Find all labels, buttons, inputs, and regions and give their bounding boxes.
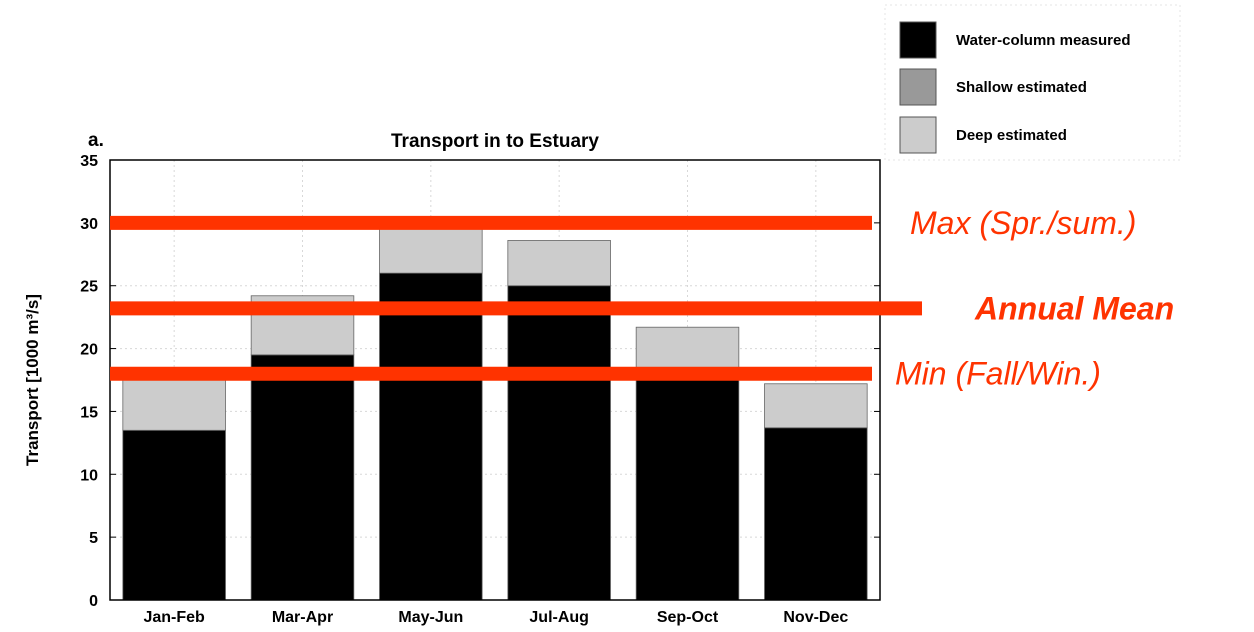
chart-title: Transport in to Estuary (391, 131, 599, 152)
legend-swatch (899, 21, 937, 59)
x-tick-label: Nov-Dec (783, 609, 848, 626)
y-axis: 0 5 10 15 20 25 30 35 (80, 153, 880, 610)
bar-segment (250, 354, 355, 601)
x-tick-label: May-Jun (398, 609, 463, 626)
bar-segment (122, 429, 226, 601)
y-tick-label: 0 (89, 593, 98, 610)
bar-segment (764, 427, 868, 601)
y-tick-label: 35 (80, 153, 98, 170)
legend: Water-column measured Shallow estimated De… (884, 4, 1181, 161)
reference-lines: Max (Spr./sum.) Annual Mean Min (Fall/Win.… (110, 205, 1174, 392)
x-axis: Jan-Feb Mar-Apr May-Jun Jul-Aug Sep-Oct Nov-D… (143, 594, 848, 626)
bars-layer (122, 219, 868, 601)
bar-segment (122, 379, 226, 431)
reference-line-label: Min (Fall/Win.) (895, 356, 1101, 392)
legend-swatch (899, 116, 937, 154)
y-tick-label: 25 (80, 279, 98, 296)
x-tick-label: Sep-Oct (657, 609, 719, 626)
y-tick-label: 30 (80, 216, 98, 233)
x-tick-label: Jan-Feb (143, 609, 205, 626)
legend-items: Water-column measured Shallow estimated De… (899, 21, 1131, 154)
legend-label: Water-column measured (956, 32, 1131, 49)
panel-label: a. (88, 130, 104, 151)
reference-line-label: Annual Mean (974, 290, 1174, 326)
y-tick-label: 20 (80, 342, 98, 359)
legend-swatch (899, 68, 937, 106)
reference-line-label: Max (Spr./sum.) (910, 205, 1136, 241)
y-tick-label: 5 (89, 530, 98, 547)
bar-segment (764, 383, 868, 429)
x-tick-label: Jul-Aug (529, 609, 589, 626)
bar-segment (635, 379, 740, 601)
bar-segment (379, 272, 483, 601)
bar-segment (507, 285, 611, 601)
x-tick-label: Mar-Apr (272, 609, 333, 626)
legend-label: Shallow estimated (956, 79, 1087, 96)
y-tick-label: 10 (80, 467, 98, 484)
legend-label: Deep estimated (956, 127, 1067, 144)
bar-segment (507, 240, 611, 287)
y-tick-label: 15 (80, 404, 98, 421)
y-axis-label: Transport [1000 m³/s] (23, 294, 42, 466)
